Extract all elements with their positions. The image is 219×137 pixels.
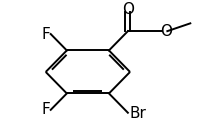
Text: O: O: [122, 2, 134, 17]
Text: F: F: [42, 27, 50, 42]
Text: F: F: [42, 102, 50, 117]
Text: O: O: [160, 24, 172, 39]
Text: Br: Br: [129, 106, 146, 121]
